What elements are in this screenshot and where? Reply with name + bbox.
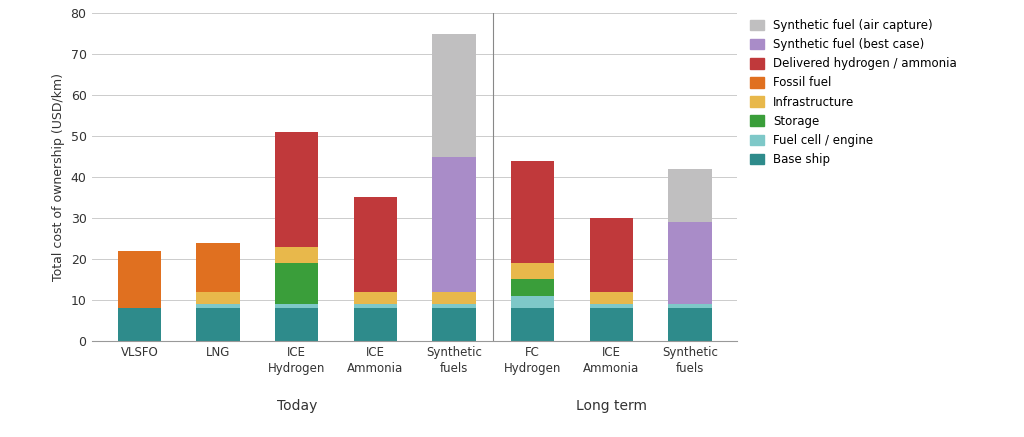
Bar — [511, 161, 554, 263]
Text: Long term: Long term — [575, 399, 647, 413]
Bar — [669, 222, 712, 304]
Bar — [511, 279, 554, 296]
Bar — [590, 308, 633, 341]
Bar — [432, 156, 476, 292]
Bar — [353, 304, 397, 308]
Bar — [511, 263, 554, 279]
Bar — [669, 169, 712, 222]
Bar — [669, 308, 712, 341]
Bar — [197, 292, 240, 304]
Bar — [353, 308, 397, 341]
Bar — [511, 296, 554, 308]
Bar — [353, 292, 397, 304]
Bar — [511, 308, 554, 341]
Bar — [275, 246, 318, 263]
Bar — [432, 292, 476, 304]
Bar — [197, 308, 240, 341]
Bar — [669, 304, 712, 308]
Bar — [118, 251, 161, 308]
Bar — [275, 308, 318, 341]
Bar — [197, 304, 240, 308]
Y-axis label: Total cost of ownership (USD/km): Total cost of ownership (USD/km) — [52, 73, 66, 281]
Bar — [432, 308, 476, 341]
Text: Today: Today — [276, 399, 316, 413]
Bar — [197, 243, 240, 292]
Bar — [275, 132, 318, 246]
Bar — [432, 34, 476, 156]
Bar — [353, 198, 397, 292]
Bar — [590, 304, 633, 308]
Bar — [590, 218, 633, 292]
Bar — [590, 292, 633, 304]
Bar — [118, 308, 161, 341]
Bar — [432, 304, 476, 308]
Bar — [275, 304, 318, 308]
Bar — [275, 263, 318, 304]
Legend: Synthetic fuel (air capture), Synthetic fuel (best case), Delivered hydrogen / a: Synthetic fuel (air capture), Synthetic … — [750, 19, 957, 166]
